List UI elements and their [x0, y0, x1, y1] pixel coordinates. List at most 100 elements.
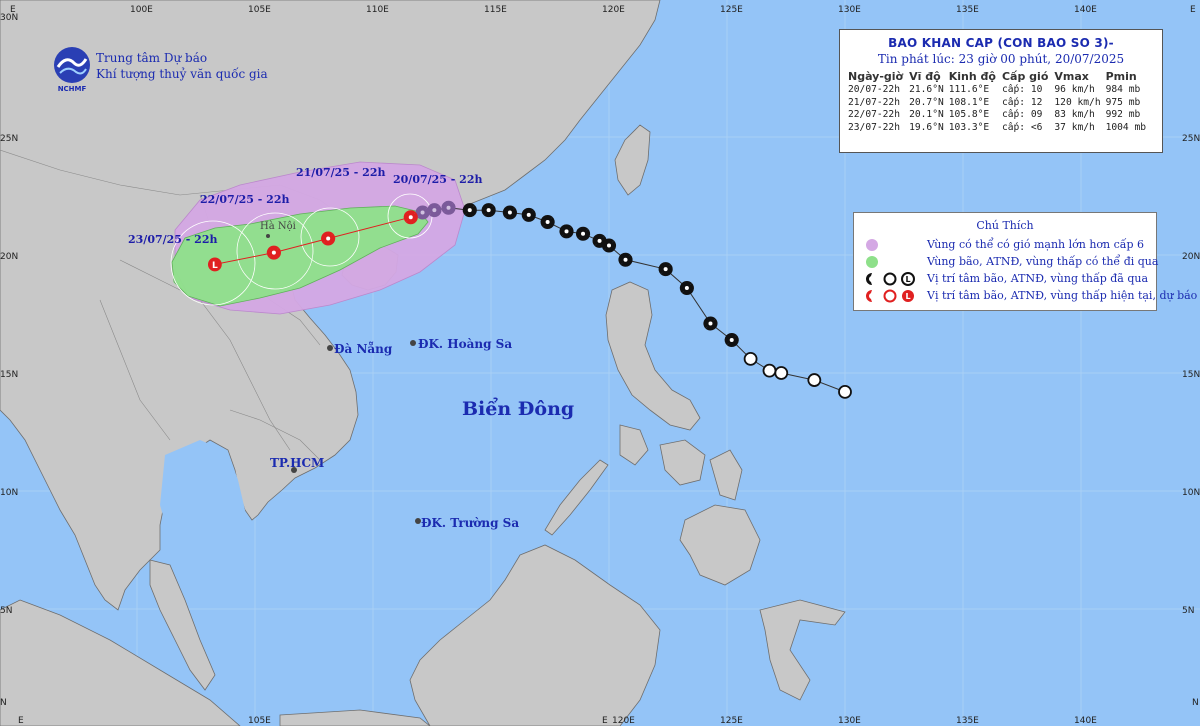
legend-title: Chú Thích: [976, 219, 1034, 232]
da-nang-dot: [327, 345, 333, 351]
axis-left-3: 10N: [0, 488, 18, 498]
axis-right-2: 15N: [1182, 370, 1200, 380]
label-truong-sa: ĐK. Trường Sa: [421, 516, 519, 530]
col-header: Kinh độ: [948, 70, 996, 83]
past-storm-marker: [502, 205, 517, 220]
axis-left-0: 25N: [0, 134, 18, 144]
legend-item-storm-zone: Vùng bão, ATNĐ, vùng thấp có thể đi qua: [854, 254, 1158, 270]
label-da-nang: Đà Nẵng: [334, 341, 393, 356]
col-header: Cấp gió: [1001, 70, 1049, 83]
cell: 984 mb: [1105, 84, 1141, 95]
forecast-storm-marker: [321, 231, 336, 246]
past-storm-marker: [462, 203, 477, 218]
axis-left-edge: N: [0, 698, 7, 708]
malay-peninsula: [149, 559, 216, 691]
axis-right-3: 10N: [1182, 488, 1200, 498]
col-header: Vĩ độ: [909, 70, 941, 83]
bulletin-table: Ngày-giờ Vĩ độ Kinh độ Cấp gió Vmax Pmin…: [846, 69, 1149, 134]
past-low-marker: [774, 366, 789, 380]
legend-swatch-wind-icon: [866, 239, 878, 251]
axis-left-1: 20N: [0, 252, 18, 262]
past-storm-marker: [658, 262, 673, 277]
cell: 20.1°N: [909, 109, 944, 120]
luzon-island: [605, 281, 701, 431]
cell: 96 km/h: [1054, 84, 1095, 95]
past-storm-marker: [521, 207, 536, 222]
cell: cấp: 10: [1001, 84, 1043, 95]
axis-top-6: 130E: [838, 5, 861, 15]
past-storm-marker: [618, 252, 633, 267]
axis-bottom-partial: E: [602, 716, 608, 726]
past-low-marker: [762, 363, 777, 378]
cell: 111.6°E: [948, 84, 990, 95]
cell: cấp: 12: [1001, 96, 1043, 108]
time-label-1: 21/07/25 - 22h: [296, 166, 386, 179]
java-island: [279, 709, 431, 726]
table-row: 21/07-22h 20.7°N 108.1°E cấp: 12 120 km/h 975…: [846, 97, 1149, 110]
svg-text:L: L: [905, 275, 910, 284]
truong-sa-dot: [415, 518, 421, 524]
table-row: 22/07-22h 20.1°N 105.8°E cấp: 09 83 km/h 992 …: [846, 109, 1149, 122]
cell: 975 mb: [1105, 96, 1141, 108]
axis-top-corner: E: [10, 5, 16, 15]
past-storm-marker: [415, 205, 430, 220]
time-label-2: 22/07/25 - 22h: [200, 193, 290, 206]
past-track-marks: [415, 200, 852, 399]
label-sea: Biển Đông: [462, 396, 574, 420]
ha-noi-dot: [266, 234, 270, 238]
borneo-island: [409, 544, 661, 726]
map-legend: Chú Thích Vùng có thể có gió mạnh lớn hơ…: [853, 212, 1197, 311]
past-storm-marker: [427, 203, 442, 218]
label-ha-noi: Hà Nội: [260, 221, 296, 232]
past-low-marker: [838, 384, 852, 399]
legend-item-forecast: L Vị trí tâm bão, ATNĐ, vùng thấp hiện t…: [854, 288, 1197, 304]
past-storm-marker: [592, 233, 607, 248]
mindanao-island: [679, 504, 761, 586]
legend-swatch-storm-icon: [866, 256, 878, 268]
forecast-storm-marker: [266, 245, 281, 260]
logo-text: NCHMF: [58, 85, 87, 93]
past-storm-marker: [724, 332, 739, 347]
axis-right-0: 25N: [1182, 134, 1200, 144]
cell: cấp: <6: [1001, 121, 1043, 133]
past-storm-marker: [559, 224, 574, 239]
cell: 21.6°N: [909, 84, 944, 95]
axis-left-2: 15N: [0, 370, 18, 380]
taiwan-island: [614, 124, 651, 196]
hoang-sa-dot: [410, 340, 416, 346]
cell: 20/07-22h: [848, 84, 900, 95]
city-markers: [266, 234, 421, 524]
past-storm-marker: [575, 226, 591, 241]
past-storm-marker: [441, 200, 456, 215]
axis-top-7: 135E: [956, 5, 979, 15]
col-header: Pmin: [1105, 70, 1137, 83]
past-storm-marker: [540, 214, 555, 229]
legend-item-wind: Vùng có thể có gió mạnh lớn hơn cấp 6: [854, 237, 1154, 253]
time-label-0: 20/07/25 - 22h: [393, 173, 483, 186]
cell: 1004 mb: [1105, 121, 1147, 133]
palawan-island: [544, 459, 609, 536]
axis-top-5: 125E: [720, 5, 743, 15]
label-hcm: TP.HCM: [270, 456, 324, 470]
label-hoang-sa: ĐK. Hoàng Sa: [418, 337, 512, 351]
org-line-2: Khí tượng thuỷ văn quốc gia: [96, 67, 268, 81]
axis-left-4: 5N: [0, 606, 12, 616]
bulletin-issued: Tin phát lúc: 23 giờ 00 phút, 20/07/2025: [877, 52, 1125, 66]
table-row: 20/07-22h 21.6°N 111.6°E cấp: 10 96 km/h 984 …: [846, 84, 1149, 97]
cell: 20.7°N: [909, 96, 944, 108]
forecast-track-marks: L: [207, 210, 418, 272]
bulletin-header-row: Ngày-giờ Vĩ độ Kinh độ Cấp gió Vmax Pmin: [846, 69, 1149, 84]
forecast-low-marker: L: [207, 257, 222, 272]
gulf-of-thailand: [160, 440, 245, 560]
visayas-islands: [619, 424, 743, 501]
table-row: 23/07-22h 19.6°N 103.3°E cấp: <6 37 km/h 1004…: [846, 122, 1149, 135]
cell: 21/07-22h: [848, 96, 900, 108]
axis-right-1: 20N: [1182, 252, 1200, 262]
past-storm-marker: [481, 203, 496, 218]
cell: cấp: 09: [1001, 109, 1043, 120]
cell: 83 km/h: [1054, 109, 1095, 120]
legend-item-past: L Vị trí tâm bão, ATNĐ, vùng thấp đã qua: [854, 271, 1154, 287]
legend-label: Vùng bão, ATNĐ, vùng thấp có thể đi qua: [927, 255, 1159, 268]
hcm-dot: [291, 467, 297, 473]
svg-text:L: L: [212, 261, 218, 271]
